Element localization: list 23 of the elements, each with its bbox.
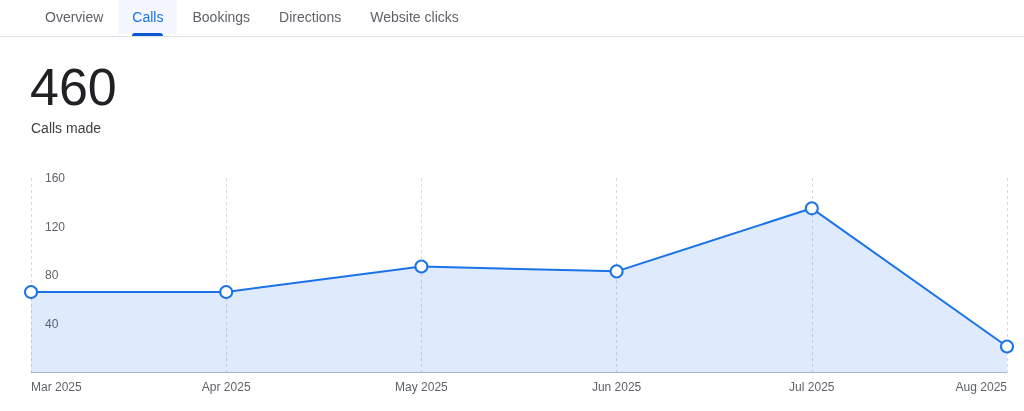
text: Directions: [279, 9, 342, 25]
point: [609, 264, 624, 279]
x-tick-label: May 2025: [395, 380, 449, 394]
point: [1000, 339, 1014, 354]
point: [804, 201, 819, 216]
y-tick-label: 120: [45, 219, 66, 234]
x-tick-label: Jun 2025: [591, 380, 642, 394]
chart-title: 460: [30, 58, 117, 116]
text: Overview: [45, 9, 104, 25]
point: [414, 259, 429, 274]
tab: Calls: [118, 0, 178, 34]
text: Website clicks: [370, 9, 459, 25]
point: [24, 284, 38, 299]
x-tick-label: Mar 2025: [31, 380, 83, 394]
y-tick-label: 40: [45, 316, 59, 331]
chart-subtitle: Calls made: [31, 120, 102, 136]
x-tick-label: Jul 2025: [789, 380, 835, 394]
text: Bookings: [192, 9, 251, 25]
x-tick-label: Apr 2025: [201, 380, 251, 394]
point: [219, 284, 234, 299]
y-tick-label: 80: [45, 268, 59, 282]
x-tick-label: Aug 2025: [955, 380, 1008, 394]
y-tick-label: 160: [45, 171, 66, 185]
